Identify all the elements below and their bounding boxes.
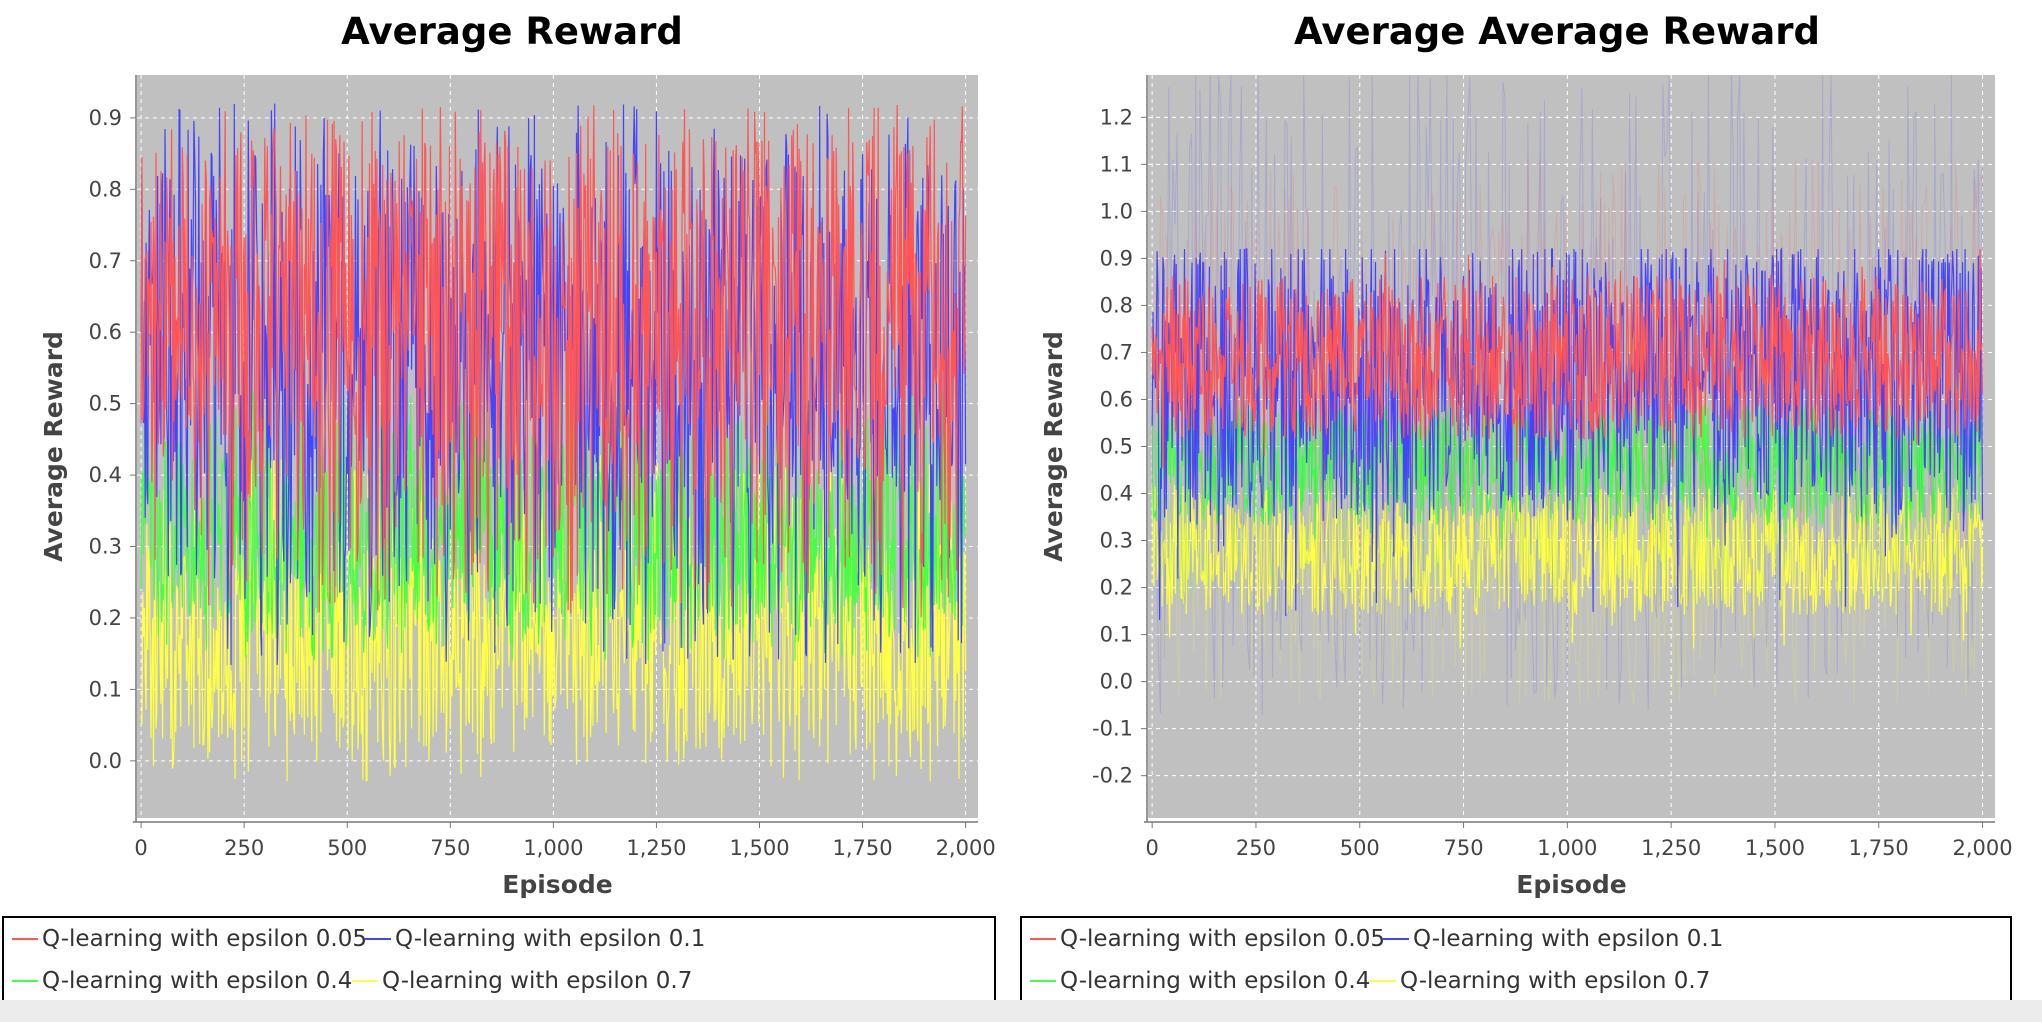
x-tick-label: 2,000: [936, 836, 996, 860]
legend-swatch: [352, 980, 378, 982]
legend-item: Q-learning with epsilon 0.1: [365, 926, 705, 952]
x-tick-label: 250: [1236, 836, 1276, 860]
legend-label: Q-learning with epsilon 0.05: [42, 926, 367, 952]
y-tick-label: 0.6: [89, 320, 122, 344]
y-tick-label: 0.1: [1100, 623, 1133, 647]
y-tick-label: 1.2: [1100, 105, 1133, 129]
y-tick-label: 0.1: [89, 677, 122, 701]
y-tick-label: 0.5: [89, 392, 122, 416]
y-tick-label: 0.2: [89, 606, 122, 630]
x-axis-label: Episode: [502, 870, 612, 899]
y-tick-label: 0.4: [89, 463, 122, 487]
y-tick-label: 0.3: [89, 535, 122, 559]
y-axis-label: Average Reward: [1039, 331, 1068, 562]
reward-chart: 0.0 0.1 0.2 0.3 0.4 0.5 0.6 0.7 0.8 0.9 0 250 500 750…: [39, 10, 996, 899]
series-group: [1151, 158, 1984, 555]
x-axis-label: Episode: [1516, 870, 1626, 899]
legend-swatch: [12, 980, 38, 982]
y-tick-label: 0.8: [1100, 293, 1133, 317]
legend-label: Q-learning with epsilon 0.05: [1060, 926, 1385, 952]
legend-item: Q-learning with epsilon 0.4: [12, 968, 352, 994]
y-tick-label: 0.7: [1100, 340, 1133, 364]
legend-swatch: [1383, 938, 1409, 940]
y-tick-label: 1.0: [1100, 199, 1133, 223]
legend-label: Q-learning with epsilon 0.4: [1060, 968, 1371, 994]
x-tick-label: 2,000: [1952, 836, 2012, 860]
y-axis-label: Average Reward: [39, 331, 68, 562]
x-tick-label: 1,500: [1745, 836, 1805, 860]
chart-title: Average Reward: [341, 10, 683, 53]
legend-label: Q-learning with epsilon 0.7: [1400, 968, 1711, 994]
legend-swatch: [1370, 980, 1396, 982]
y-tick-label: 0.8: [89, 177, 122, 201]
x-tick-label: 1,500: [729, 836, 789, 860]
x-tick-label: 500: [1340, 836, 1380, 860]
x-tick-label: 1,750: [1849, 836, 1909, 860]
legend-item: Q-learning with epsilon 0.4: [1030, 968, 1370, 994]
legend-label: Q-learning with epsilon 0.1: [395, 926, 706, 952]
legend-item: Q-learning with epsilon 0.7: [1370, 968, 1710, 994]
legend-label: Q-learning with epsilon 0.7: [382, 968, 693, 994]
y-tick-label: 0.9: [1100, 246, 1133, 270]
x-tick-label: 1,750: [833, 836, 893, 860]
legend-item: Q-learning with epsilon 0.1: [1383, 926, 1723, 952]
legend-right: Q-learning with epsilon 0.05 Q-learning …: [1020, 916, 2012, 1002]
legend-item: Q-learning with epsilon 0.05: [12, 926, 367, 952]
y-tick-label: 0.0: [1100, 670, 1133, 694]
x-tick-label: 1,250: [1641, 836, 1701, 860]
x-tick-label: 750: [1444, 836, 1484, 860]
legend-item: Q-learning with epsilon 0.05: [1030, 926, 1385, 952]
x-tick-label: 1,000: [1537, 836, 1597, 860]
y-tick-label: 0.5: [1100, 435, 1133, 459]
x-tick-label: 250: [224, 836, 264, 860]
x-tick-label: 500: [327, 836, 367, 860]
window-bottom-edge: [0, 1000, 2042, 1022]
y-tick-label: 0.4: [1100, 482, 1133, 506]
series-envelope: [1151, 158, 1983, 555]
x-tick-label: 750: [430, 836, 470, 860]
legend-label: Q-learning with epsilon 0.4: [42, 968, 353, 994]
y-tick-label: 1.1: [1100, 152, 1133, 176]
legend-left: Q-learning with epsilon 0.05 Q-learning …: [2, 916, 996, 1002]
legend-label: Q-learning with epsilon 0.1: [1413, 926, 1724, 952]
y-tick-label: 0.2: [1100, 576, 1133, 600]
y-tick-label: -0.1: [1092, 717, 1133, 741]
y-tick-label: 0.7: [89, 249, 122, 273]
legend-swatch: [12, 938, 38, 940]
x-tick-label: 0: [1145, 836, 1158, 860]
chart-title: Average Average Reward: [1294, 10, 1820, 53]
series-group: [140, 104, 967, 618]
y-tick-label: 0.3: [1100, 529, 1133, 553]
y-tick-label: -0.2: [1092, 764, 1133, 788]
x-tick-label: 0: [134, 836, 147, 860]
y-tick-label: 0.9: [89, 106, 122, 130]
legend-swatch: [1030, 980, 1056, 982]
legend-swatch: [1030, 938, 1056, 940]
series-line: [1151, 249, 1984, 468]
y-tick-label: 0.0: [89, 749, 122, 773]
x-tick-label: 1,250: [626, 836, 686, 860]
average-reward-chart: -0.2 -0.1 0.0 0.1 0.2 0.3 0.4 0.5 0.6 0.7 0.8 0.9 1.…: [1039, 10, 2013, 899]
y-tick-label: 0.6: [1100, 387, 1133, 411]
series-line: [140, 104, 967, 618]
legend-item: Q-learning with epsilon 0.7: [352, 968, 692, 994]
x-tick-label: 1,000: [523, 836, 583, 860]
legend-swatch: [365, 938, 391, 940]
